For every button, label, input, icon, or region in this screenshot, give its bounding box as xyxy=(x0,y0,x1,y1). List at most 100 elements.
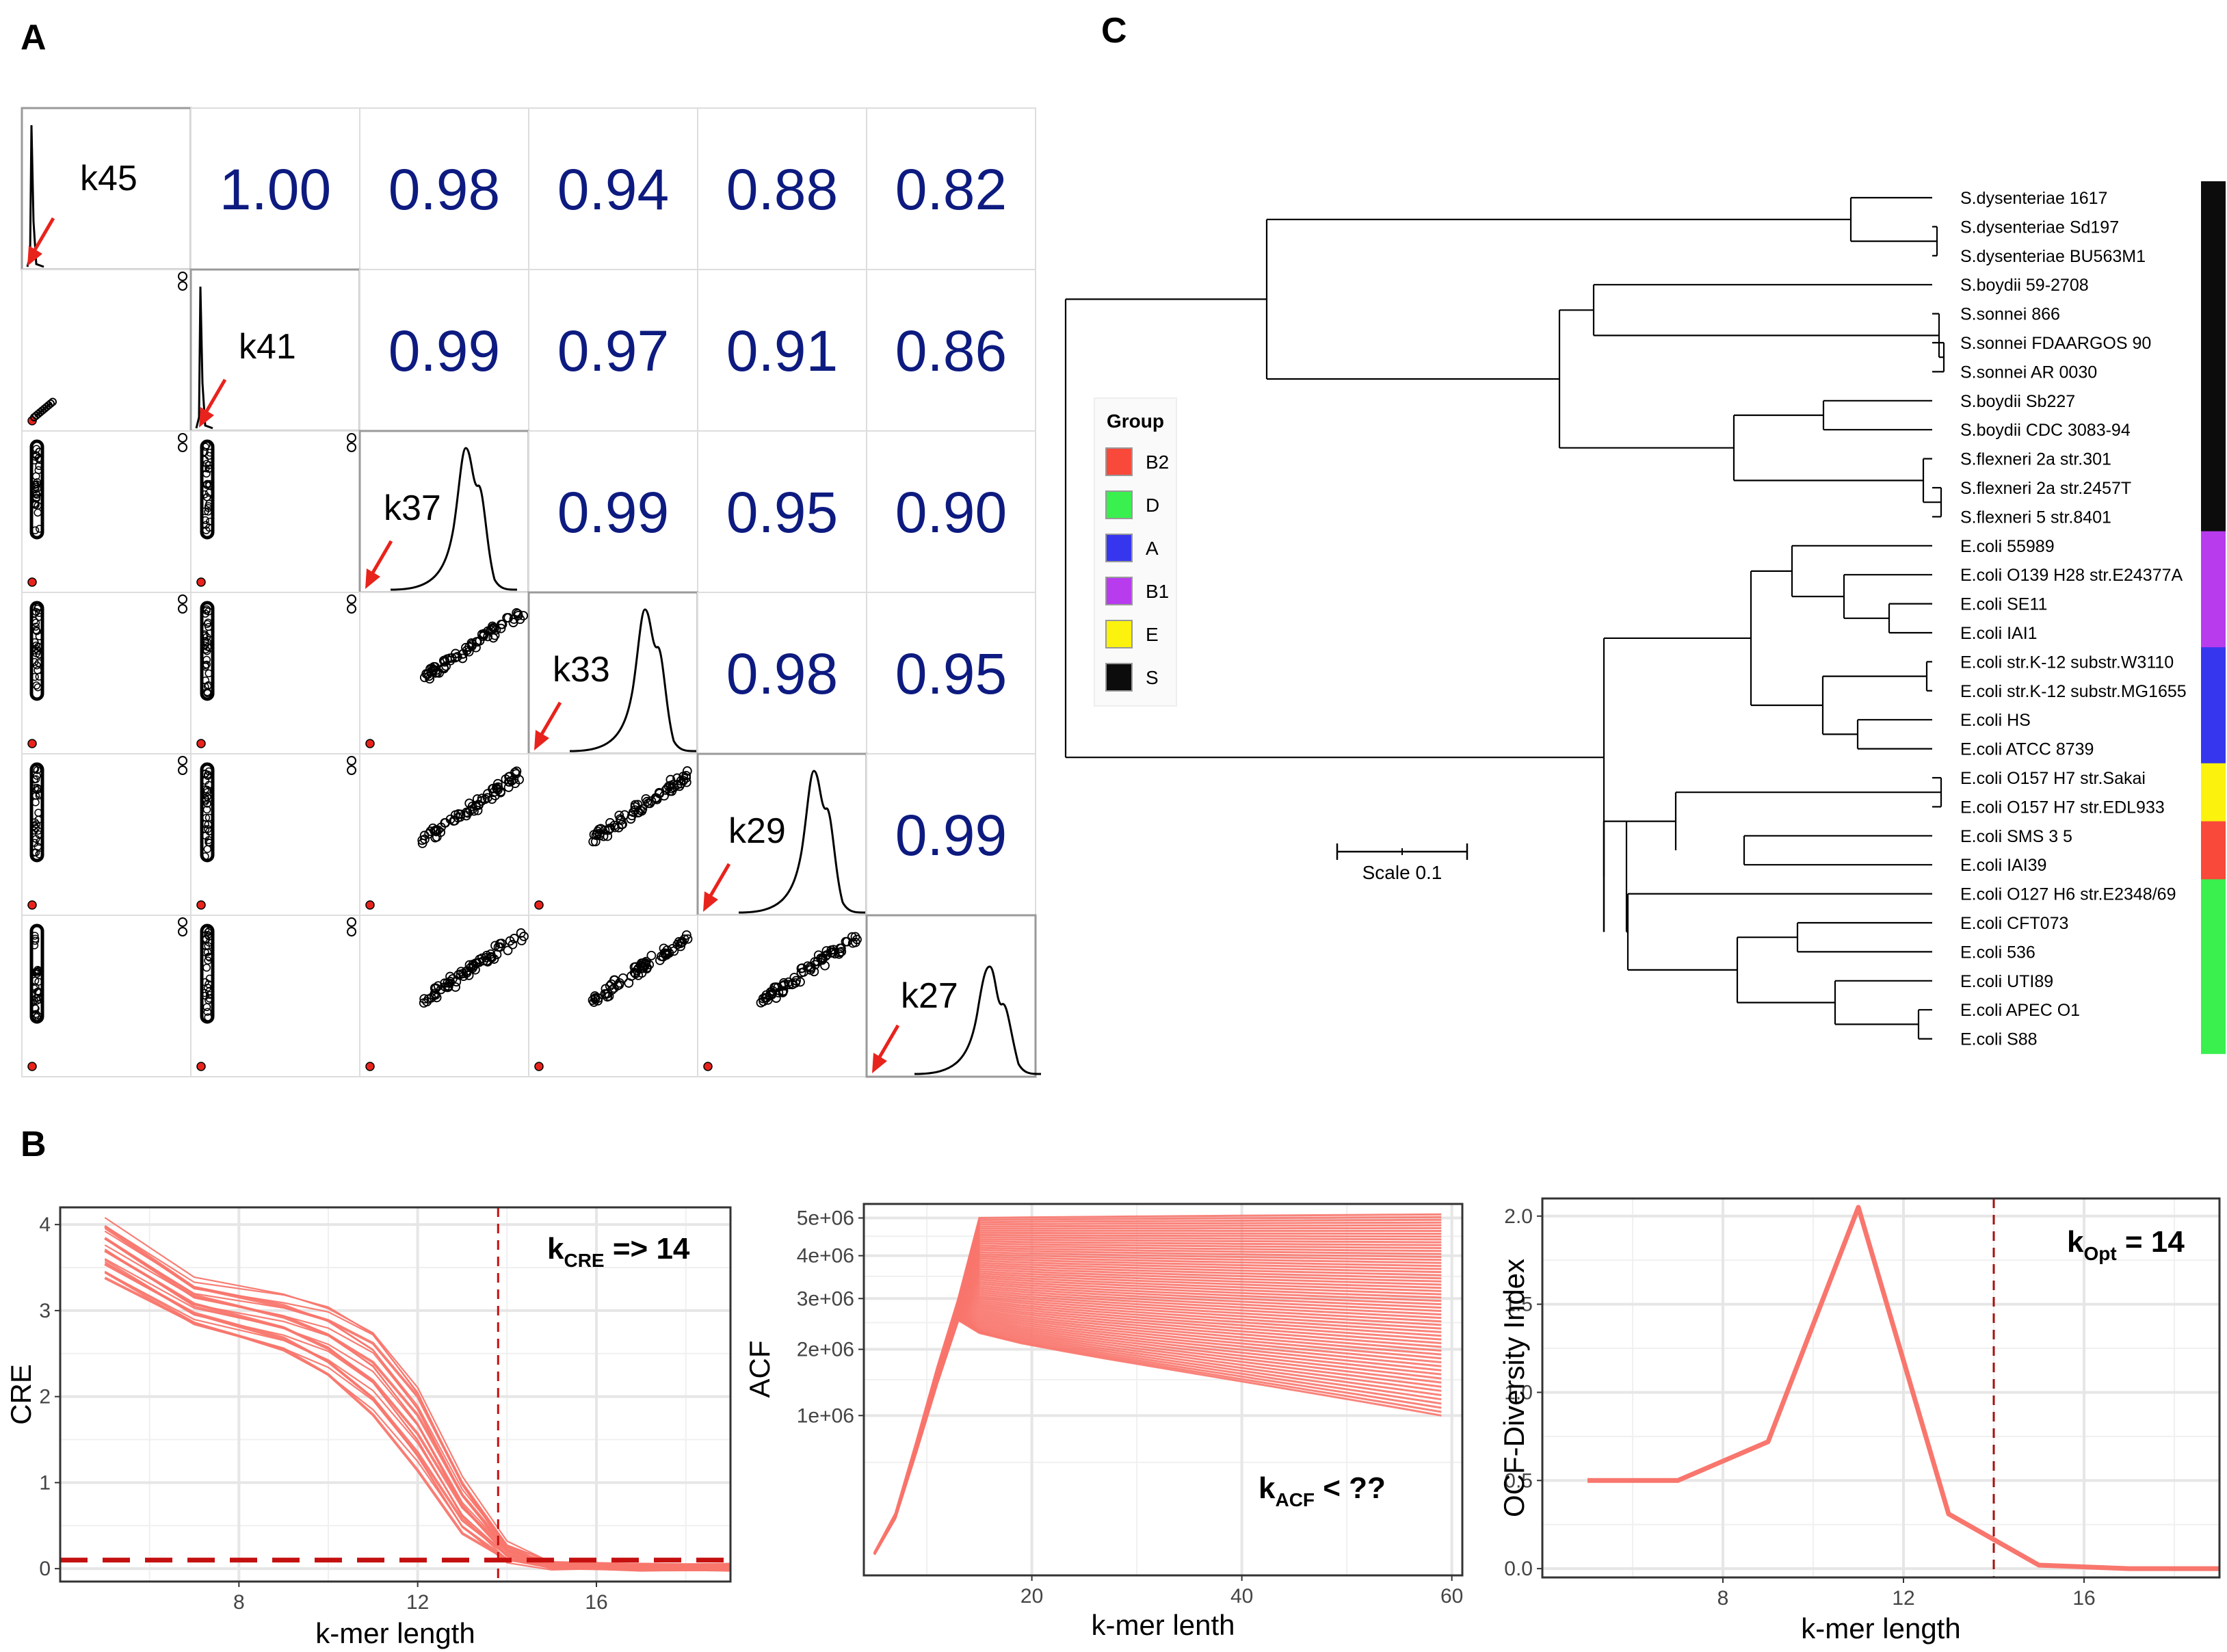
correlation-value: 0.98 xyxy=(726,642,839,706)
scatter-point xyxy=(778,981,789,991)
scatter-point xyxy=(463,808,473,818)
scatter-point xyxy=(201,926,210,934)
scatter-point xyxy=(797,963,807,973)
correlation-value: 0.99 xyxy=(388,319,501,383)
scatter-point xyxy=(503,777,514,787)
scatter-point xyxy=(30,481,39,489)
scatter-point xyxy=(806,965,816,975)
matrix-cell xyxy=(866,430,1036,593)
scatter-point xyxy=(32,681,41,690)
scatter-point xyxy=(178,927,187,936)
scatter-point xyxy=(178,443,187,452)
scale-label: Scale 0.1 xyxy=(1362,862,1442,883)
y-tick-label: 1e+06 xyxy=(797,1404,854,1427)
scatter-point xyxy=(641,794,651,804)
tip-label: S.sonnei FDAARGOS 90 xyxy=(1960,334,2151,353)
outlier-point xyxy=(27,577,37,587)
y-tick-label: 1 xyxy=(39,1471,51,1494)
legend-swatch-A xyxy=(1105,534,1133,562)
matrix-cell xyxy=(21,915,192,1077)
scatter-point xyxy=(201,769,209,778)
correlation-value: 0.91 xyxy=(726,319,839,383)
diagonal-label-k45: k45 xyxy=(80,159,137,198)
scatter-point xyxy=(439,662,449,672)
correlation-value: 0.98 xyxy=(388,157,501,222)
scatter-streak xyxy=(200,439,215,540)
correlation-value: 0.99 xyxy=(557,480,670,545)
scatter-point xyxy=(31,936,40,945)
scatter-point xyxy=(594,830,605,841)
annotation-subscript: Opt xyxy=(2083,1243,2116,1264)
scatter-point xyxy=(450,810,460,820)
matrix-cell xyxy=(528,269,698,432)
scatter-point xyxy=(778,986,788,997)
legend-label-A: A xyxy=(1146,538,1159,559)
scatter-point xyxy=(205,499,213,508)
tip-label: E.coli CFT073 xyxy=(1960,914,2068,933)
tip-label: S.boydii CDC 3083-94 xyxy=(1960,421,2131,440)
outlier-point xyxy=(196,739,206,748)
scatter-point xyxy=(32,445,41,453)
scatter-point xyxy=(33,661,41,670)
scatter-point xyxy=(635,805,645,815)
correlation-value: 0.90 xyxy=(895,480,1007,545)
scatter-point xyxy=(847,932,857,942)
density-curve-k29 xyxy=(738,770,866,914)
scatter-point xyxy=(467,963,477,973)
matrix-cell xyxy=(697,592,867,755)
scatter-point xyxy=(31,775,40,783)
scatter-point xyxy=(473,805,483,815)
y-tick-label: 5e+06 xyxy=(797,1207,854,1229)
scatter-streak xyxy=(29,439,44,540)
diagonal-label-k41: k41 xyxy=(239,327,296,367)
scatter-point xyxy=(347,756,356,765)
scatter-point xyxy=(660,949,670,959)
phylogenetic-tree: S.dysenteriae 1617 S.dysenteriae Sd197 S.d… xyxy=(1064,181,2226,1054)
scatter-point xyxy=(627,971,636,981)
scatter-point xyxy=(659,943,669,954)
scatter-point xyxy=(206,991,214,999)
scatter-point xyxy=(425,674,435,684)
scatter-point xyxy=(474,957,484,967)
x-tick-label: 40 xyxy=(1230,1585,1253,1608)
legend-label-B2: B2 xyxy=(1146,451,1169,473)
outlier-point xyxy=(27,739,37,748)
scatter-point xyxy=(30,848,38,857)
matrix-cell xyxy=(21,592,192,755)
scatter-point xyxy=(419,994,430,1004)
scatter-point xyxy=(458,648,469,659)
tip-label: S.dysenteriae 1617 xyxy=(1960,189,2107,208)
group-strip-segment xyxy=(2201,270,2226,300)
scatter-streak xyxy=(200,762,215,863)
tip-label: E.coli ATCC 8739 xyxy=(1960,740,2094,759)
scatter-point xyxy=(34,842,42,851)
tip-label: S.sonnei 866 xyxy=(1960,305,2060,324)
scatter-point xyxy=(31,1004,39,1012)
group-strip-segment xyxy=(2201,328,2226,358)
matrix-cell xyxy=(190,753,360,916)
density-curve-k41 xyxy=(195,286,213,430)
scatter-point xyxy=(31,1010,40,1018)
matrix-cell xyxy=(21,107,192,271)
scatter-point xyxy=(479,956,489,966)
group-strip-segment xyxy=(2201,531,2226,561)
acf-x-axis-label: k-mer lenth xyxy=(1091,1609,1235,1641)
scatter-point xyxy=(681,930,691,940)
legend-swatch-B1 xyxy=(1105,577,1133,605)
group-strip-segment xyxy=(2201,763,2226,794)
legend-label-D: D xyxy=(1146,495,1159,516)
group-strip-segment xyxy=(2201,241,2226,271)
matrix-cell xyxy=(21,753,192,916)
scatter-point xyxy=(471,958,481,969)
scatter-point xyxy=(205,669,213,678)
group-strip-segment xyxy=(2201,647,2226,677)
outlier-point xyxy=(196,900,206,910)
scatter-point xyxy=(666,774,676,785)
matrix-cell xyxy=(865,914,1037,1078)
scatter-point xyxy=(347,917,356,927)
tip-label: E.coli IAI39 xyxy=(1960,856,2046,875)
outlier-point xyxy=(27,1062,37,1071)
scatter-point xyxy=(433,825,443,835)
matrix-cell xyxy=(190,430,360,593)
scatter-point xyxy=(35,632,44,640)
